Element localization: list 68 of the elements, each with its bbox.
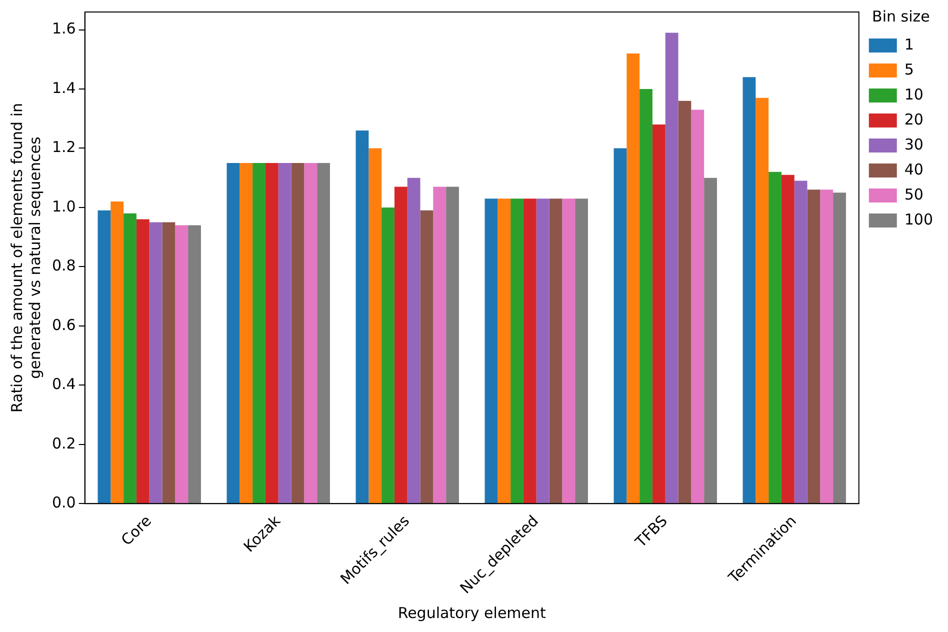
bar [781, 174, 794, 504]
bar [575, 198, 588, 504]
y-tick-label: 1.0 [52, 197, 76, 216]
y-tick-label: 1.2 [52, 138, 76, 156]
bar [704, 178, 717, 504]
legend-label: 30 [904, 135, 924, 154]
bar [278, 163, 292, 504]
y-tick-label: 0.0 [52, 493, 76, 512]
bar [149, 222, 162, 504]
y-tick-label: 0.8 [52, 256, 76, 275]
legend-label: 40 [904, 160, 924, 178]
bar [807, 190, 820, 504]
bar [226, 163, 240, 504]
bar [498, 198, 511, 504]
bar [768, 172, 782, 504]
bar [446, 186, 459, 504]
bar [394, 186, 408, 504]
legend-title: Bin size [872, 7, 930, 26]
bar [562, 198, 576, 504]
bar [304, 163, 318, 504]
bar [98, 210, 111, 504]
bar [626, 53, 640, 504]
y-tick-label: 0.6 [52, 316, 76, 334]
bar [265, 163, 278, 504]
bar [652, 124, 666, 504]
legend-label: 100 [904, 210, 934, 228]
legend-label: 20 [904, 110, 924, 128]
y-tick-label: 0.4 [52, 375, 76, 394]
y-axis-title: Ratio of the amount of elements found in generated vs natural sequences [8, 102, 44, 413]
bar [162, 222, 176, 504]
bar [291, 163, 304, 504]
bar [240, 163, 253, 504]
bar [433, 186, 446, 504]
bar [523, 198, 536, 504]
x-axis-title: Regulatory element [398, 604, 546, 622]
bar [820, 190, 834, 504]
bar [175, 225, 188, 504]
bar [691, 110, 704, 504]
bar [510, 198, 524, 504]
bar [640, 89, 652, 504]
bar [756, 98, 769, 504]
bar [794, 180, 808, 504]
bar [614, 148, 627, 504]
y-tick-label: 0.2 [52, 434, 76, 452]
legend-label: 5 [904, 60, 914, 78]
legend-label: 50 [904, 185, 924, 204]
y-tick-label: 1.6 [52, 20, 76, 38]
bar [368, 148, 382, 504]
legend-label: 10 [904, 85, 924, 104]
bar [136, 219, 150, 504]
bar [252, 163, 266, 504]
legend-label: 1 [904, 35, 914, 54]
bar [742, 77, 756, 504]
bar [110, 202, 124, 504]
bar [833, 192, 846, 504]
bar [549, 198, 562, 504]
bar [665, 32, 678, 504]
bar [407, 178, 420, 504]
y-tick-label: 1.4 [52, 78, 76, 97]
bar [317, 163, 330, 504]
bar [188, 225, 201, 504]
bar [382, 207, 394, 504]
bar [536, 198, 550, 504]
bar [484, 198, 498, 504]
bar [124, 213, 136, 504]
bar [356, 130, 369, 504]
bar [420, 210, 434, 504]
bar [678, 100, 692, 504]
